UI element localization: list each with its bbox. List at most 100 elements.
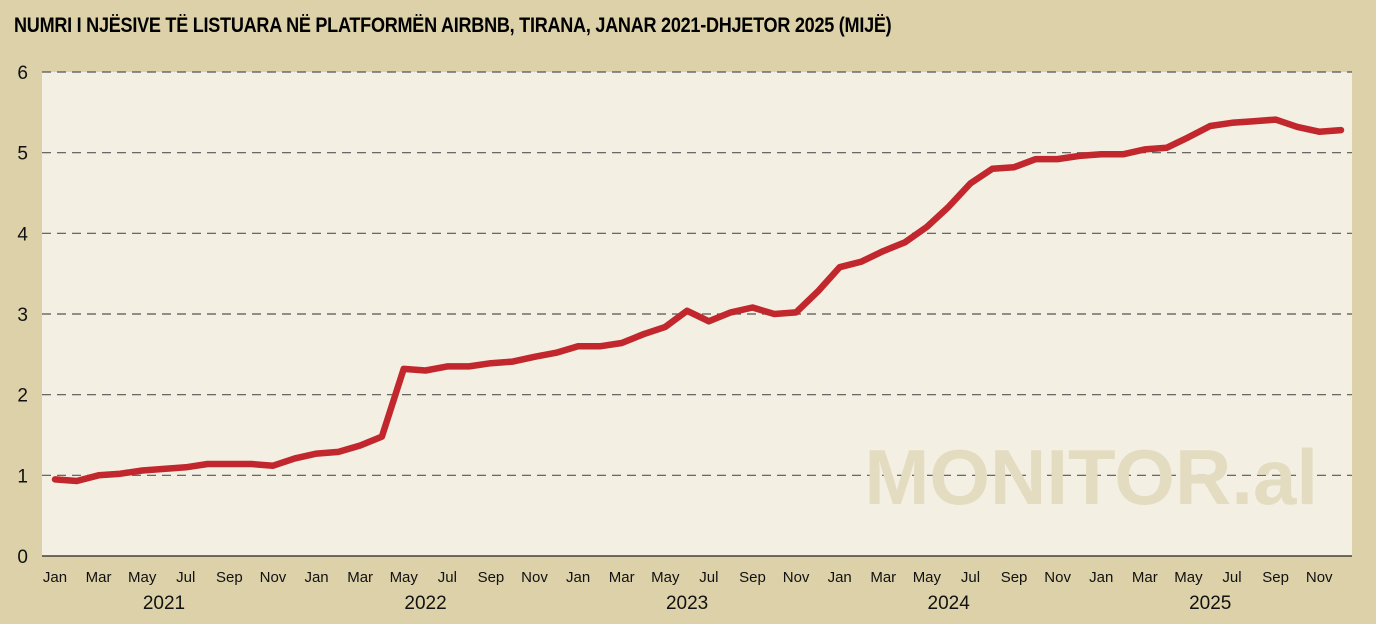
data-point <box>292 455 298 461</box>
x-tick-label: Nov <box>521 569 548 586</box>
x-tick-label: Jul <box>176 569 195 586</box>
x-tick-label: Jul <box>438 569 457 586</box>
grid-lines <box>42 71 1352 557</box>
x-tick-label: Mar <box>870 569 896 586</box>
x-tick-label: Jan <box>566 569 590 586</box>
x-tick-label: Nov <box>1044 569 1071 586</box>
data-point <box>793 309 799 315</box>
data-point <box>880 248 886 254</box>
data-point <box>531 354 538 360</box>
y-tick-label: 6 <box>17 63 28 84</box>
series-line <box>51 116 1345 485</box>
data-point <box>313 450 320 457</box>
x-tick-label: Nov <box>783 569 810 586</box>
data-point <box>1120 151 1126 157</box>
data-point <box>837 264 843 270</box>
x-tick-label: Jan <box>828 569 852 586</box>
data-point <box>640 331 647 337</box>
data-point <box>967 180 974 186</box>
data-point <box>183 464 189 470</box>
x-tick-label: Nov <box>1306 569 1333 586</box>
x-year-label: 2025 <box>1189 593 1231 614</box>
data-point <box>706 318 712 324</box>
data-point <box>117 471 123 477</box>
data-point <box>989 166 995 172</box>
data-point <box>95 472 102 478</box>
x-tick-label: Mar <box>86 569 112 586</box>
data-point <box>226 461 232 467</box>
data-point <box>270 463 276 469</box>
data-point <box>1207 123 1213 129</box>
data-point <box>1273 116 1279 123</box>
data-point <box>1011 164 1017 170</box>
data-point <box>575 343 581 349</box>
data-point <box>619 340 625 346</box>
data-point <box>444 363 450 370</box>
y-tick-label: 0 <box>17 547 28 568</box>
series-layer <box>51 116 1345 485</box>
x-tick-label: Sep <box>1262 569 1289 586</box>
x-year-label: 2023 <box>666 593 708 614</box>
data-point <box>1142 146 1148 153</box>
data-point <box>1076 153 1083 159</box>
y-tick-label: 4 <box>17 224 28 245</box>
data-point <box>74 478 80 484</box>
data-point <box>401 366 407 372</box>
y-tick-label: 2 <box>17 386 28 407</box>
data-point <box>1055 156 1061 162</box>
data-point <box>749 304 756 311</box>
x-tick-label: May <box>390 569 419 586</box>
x-tick-label: Sep <box>1001 569 1028 586</box>
y-tick-label: 1 <box>17 466 28 487</box>
data-point <box>335 449 341 455</box>
data-point <box>52 476 58 482</box>
data-point <box>902 239 908 245</box>
data-point <box>684 308 690 314</box>
data-point <box>510 358 516 365</box>
data-point <box>139 467 145 474</box>
x-tick-label: Jul <box>699 569 718 586</box>
data-point <box>1098 151 1104 157</box>
chart-title: NUMRI I NJËSIVE TË LISTUARA NË PLATFORMË… <box>14 14 892 37</box>
data-point <box>1185 134 1192 140</box>
x-tick-label: May <box>128 569 157 586</box>
x-tick-label: Jul <box>961 569 980 586</box>
x-axis: Jan Mar May Jul Sep Nov Jan Mar May Jul Sep Nov Jan M… <box>43 569 1333 614</box>
data-point <box>662 324 668 330</box>
data-point <box>771 311 777 317</box>
data-point <box>204 461 211 467</box>
x-year-label: 2024 <box>928 593 971 614</box>
data-point <box>422 367 429 374</box>
data-point <box>597 343 603 349</box>
data-point <box>357 442 363 449</box>
x-tick-label: Sep <box>478 569 505 586</box>
x-tick-label: May <box>651 569 680 586</box>
data-point <box>553 350 559 356</box>
x-year-label: 2022 <box>404 593 446 614</box>
x-tick-label: Jan <box>1089 569 1113 586</box>
data-point <box>466 363 472 370</box>
data-point <box>1033 156 1039 162</box>
data-point <box>161 466 167 472</box>
data-point <box>1229 120 1235 126</box>
y-tick-label: 5 <box>17 144 28 165</box>
data-point <box>728 309 734 315</box>
data-point <box>1251 118 1257 124</box>
x-tick-label: Jul <box>1222 569 1241 586</box>
x-year-label: 2021 <box>143 593 185 614</box>
x-tick-label: Mar <box>1132 569 1158 586</box>
data-point <box>858 258 865 265</box>
x-tick-label: Nov <box>260 569 287 586</box>
watermark-logo: MONITOR.al <box>864 433 1318 521</box>
x-tick-label: Mar <box>347 569 373 586</box>
y-tick-label: 3 <box>17 305 28 326</box>
x-tick-label: Sep <box>739 569 766 586</box>
data-point <box>248 461 254 467</box>
data-point <box>924 224 930 230</box>
data-point <box>488 360 494 366</box>
y-axis: 0 1 2 3 4 5 6 <box>17 63 28 568</box>
x-tick-label: Mar <box>609 569 635 586</box>
data-point <box>1294 124 1301 130</box>
data-point <box>815 288 821 295</box>
